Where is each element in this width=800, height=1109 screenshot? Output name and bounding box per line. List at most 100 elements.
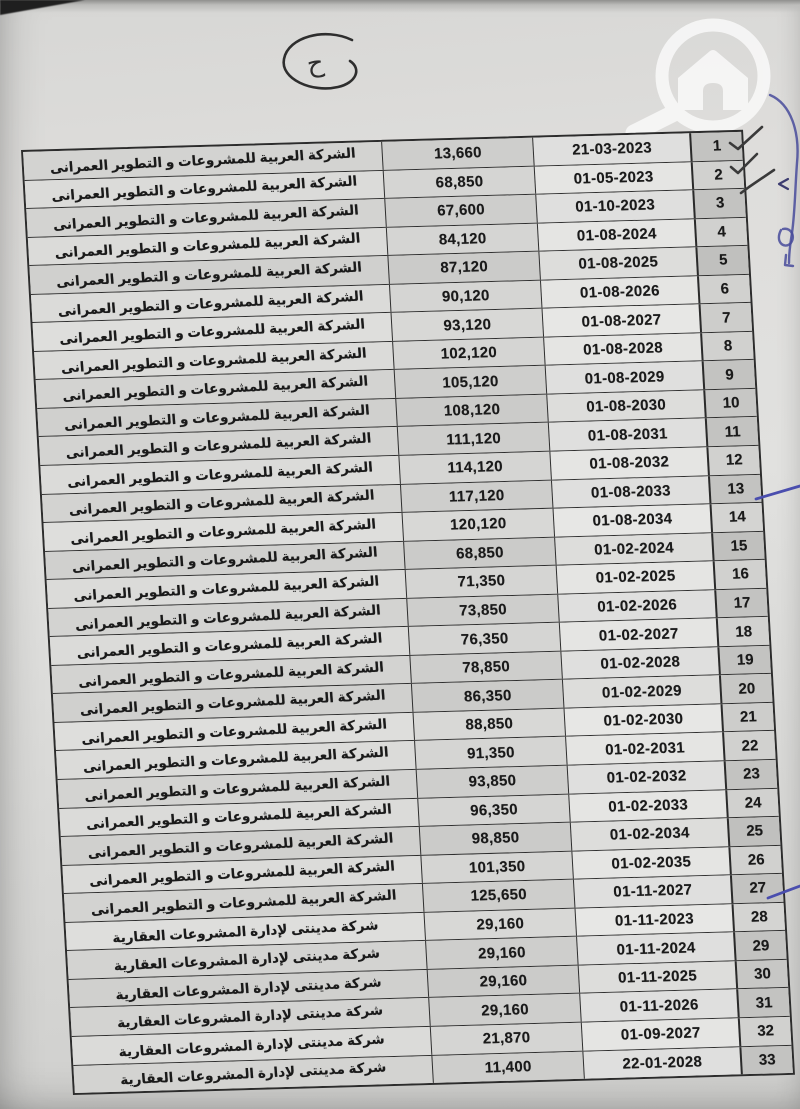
company-name: شركة مدينتى لإدارة المشروعات العقارية <box>116 1002 384 1031</box>
amount-cell: 29,160 <box>423 908 577 941</box>
amount-cell: 105,120 <box>393 366 547 398</box>
due-date-cell: 01-02-2029 <box>562 675 721 708</box>
due-date-value: 22-01-2028 <box>621 1053 703 1073</box>
company-name: شركة مدينتى لإدارة المشروعات العقارية <box>119 1059 387 1088</box>
amount-value: 73,850 <box>458 601 508 620</box>
amount-value: 29,160 <box>480 1000 530 1020</box>
row-number-cell: 12 <box>706 445 760 475</box>
due-date-cell: 01-02-2034 <box>569 818 729 851</box>
amount-value: 98,850 <box>471 829 520 848</box>
row-number-cell: 33 <box>739 1045 793 1075</box>
row-number-value: 21 <box>739 708 758 726</box>
amount-value: 114,120 <box>446 458 504 477</box>
due-date-value: 01-08-2031 <box>587 425 669 445</box>
row-number-cell: 24 <box>725 788 779 818</box>
due-date-cell: 01-02-2024 <box>554 532 713 565</box>
amount-value: 87,120 <box>439 258 489 277</box>
amount-cell: 117,120 <box>399 480 553 513</box>
row-number-value: 4 <box>717 223 727 241</box>
amount-value: 88,850 <box>465 715 514 734</box>
due-date-value: 01-08-2033 <box>590 482 672 502</box>
due-date-cell: 01-08-2029 <box>544 361 704 394</box>
row-number-cell: 5 <box>695 246 749 276</box>
pen-scribble-loop <box>777 227 794 247</box>
due-date-value: 01-11-2025 <box>617 967 698 987</box>
row-number-cell: 27 <box>730 874 784 904</box>
row-number-value: 13 <box>727 480 745 498</box>
row-number-cell: 29 <box>733 931 787 961</box>
due-date-value: 01-08-2027 <box>581 310 662 331</box>
row-number-cell: 15 <box>711 531 765 561</box>
amount-cell: 68,850 <box>382 166 536 199</box>
due-date-cell: 01-05-2023 <box>533 161 693 194</box>
due-date-cell: 01-08-2030 <box>546 390 706 423</box>
due-date-cell: 01-02-2032 <box>566 761 726 794</box>
amount-value: 11,400 <box>484 1057 533 1077</box>
amount-cell: 114,120 <box>398 451 552 484</box>
due-date-value: 01-05-2023 <box>573 168 654 188</box>
row-number-cell: 14 <box>709 502 764 532</box>
amount-value: 96,350 <box>469 800 519 820</box>
row-number-value: 7 <box>721 308 732 327</box>
magnifier-house-watermark-icon <box>625 18 771 142</box>
row-number-cell: 31 <box>736 988 790 1018</box>
due-date-value: 01-02-2030 <box>603 710 684 730</box>
amount-cell: 91,350 <box>414 737 567 769</box>
row-number-cell: 7 <box>698 303 753 333</box>
row-number-cell: 18 <box>716 617 770 647</box>
amount-cell: 76,350 <box>407 622 561 655</box>
amount-value: 108,120 <box>443 401 501 420</box>
due-date-value: 01-02-2034 <box>609 824 691 844</box>
amount-value: 84,120 <box>438 230 487 249</box>
due-date-value: 01-10-2023 <box>574 196 656 216</box>
amount-value: 117,120 <box>448 486 506 506</box>
row-number-value: 1 <box>712 137 722 155</box>
amount-value: 93,850 <box>468 772 517 791</box>
due-date-cell: 01-08-2025 <box>538 247 698 280</box>
payment-schedule-table: الشركة العربية للمشروعات و التطوير العمر… <box>21 129 795 1095</box>
row-number-value: 25 <box>745 822 764 841</box>
row-number-cell: 20 <box>719 674 773 704</box>
due-date-value: 01-11-2024 <box>616 938 696 959</box>
due-date-value: 01-08-2026 <box>579 282 661 302</box>
row-number-value: 26 <box>747 851 766 869</box>
row-number-value: 14 <box>728 508 747 527</box>
amount-cell: 90,120 <box>388 280 542 313</box>
pen-scribble-hook <box>783 253 795 268</box>
amount-cell: 88,850 <box>412 708 566 741</box>
amount-cell: 101,350 <box>420 851 574 884</box>
row-number-cell: 16 <box>712 560 767 590</box>
row-number-cell: 13 <box>708 474 762 504</box>
row-number-value: 12 <box>725 451 744 470</box>
amount-value: 91,350 <box>466 743 516 763</box>
due-date-cell: 01-08-2026 <box>540 276 699 308</box>
due-date-value: 01-08-2030 <box>585 396 667 416</box>
row-number-value: 30 <box>753 965 772 983</box>
due-date-cell: 01-02-2025 <box>555 561 715 594</box>
amount-value: 93,120 <box>443 315 492 335</box>
due-date-value: 01-02-2032 <box>606 767 687 787</box>
amount-value: 21,870 <box>482 1029 531 1048</box>
row-number-cell: 3 <box>692 188 746 218</box>
due-date-cell: 01-02-2027 <box>558 618 718 651</box>
amount-value: 111,120 <box>445 429 502 449</box>
row-number-cell: 11 <box>705 417 759 447</box>
amount-cell: 102,120 <box>392 337 545 370</box>
due-date-cell: 01-08-2024 <box>536 218 696 251</box>
due-date-value: 01-02-2024 <box>593 539 675 559</box>
row-number-cell: 8 <box>700 331 754 361</box>
row-number-value: 9 <box>724 366 735 384</box>
handwritten-circled-letter-mark: ح <box>282 32 358 90</box>
due-date-value: 01-08-2029 <box>584 367 665 388</box>
row-number-cell: 1 <box>689 131 743 161</box>
row-number-value: 22 <box>741 737 759 755</box>
due-date-value: 01-02-2027 <box>598 624 680 645</box>
amount-cell: 71,350 <box>404 565 558 598</box>
amount-cell: 98,850 <box>418 822 572 855</box>
amount-cell: 87,120 <box>387 251 541 284</box>
due-date-value: 01-02-2025 <box>595 567 676 588</box>
due-date-value: 01-08-2034 <box>592 510 673 530</box>
company-name: شركة مدينتى لإدارة المشروعات العقارية <box>118 1031 386 1060</box>
amount-cell: 73,850 <box>406 594 559 627</box>
